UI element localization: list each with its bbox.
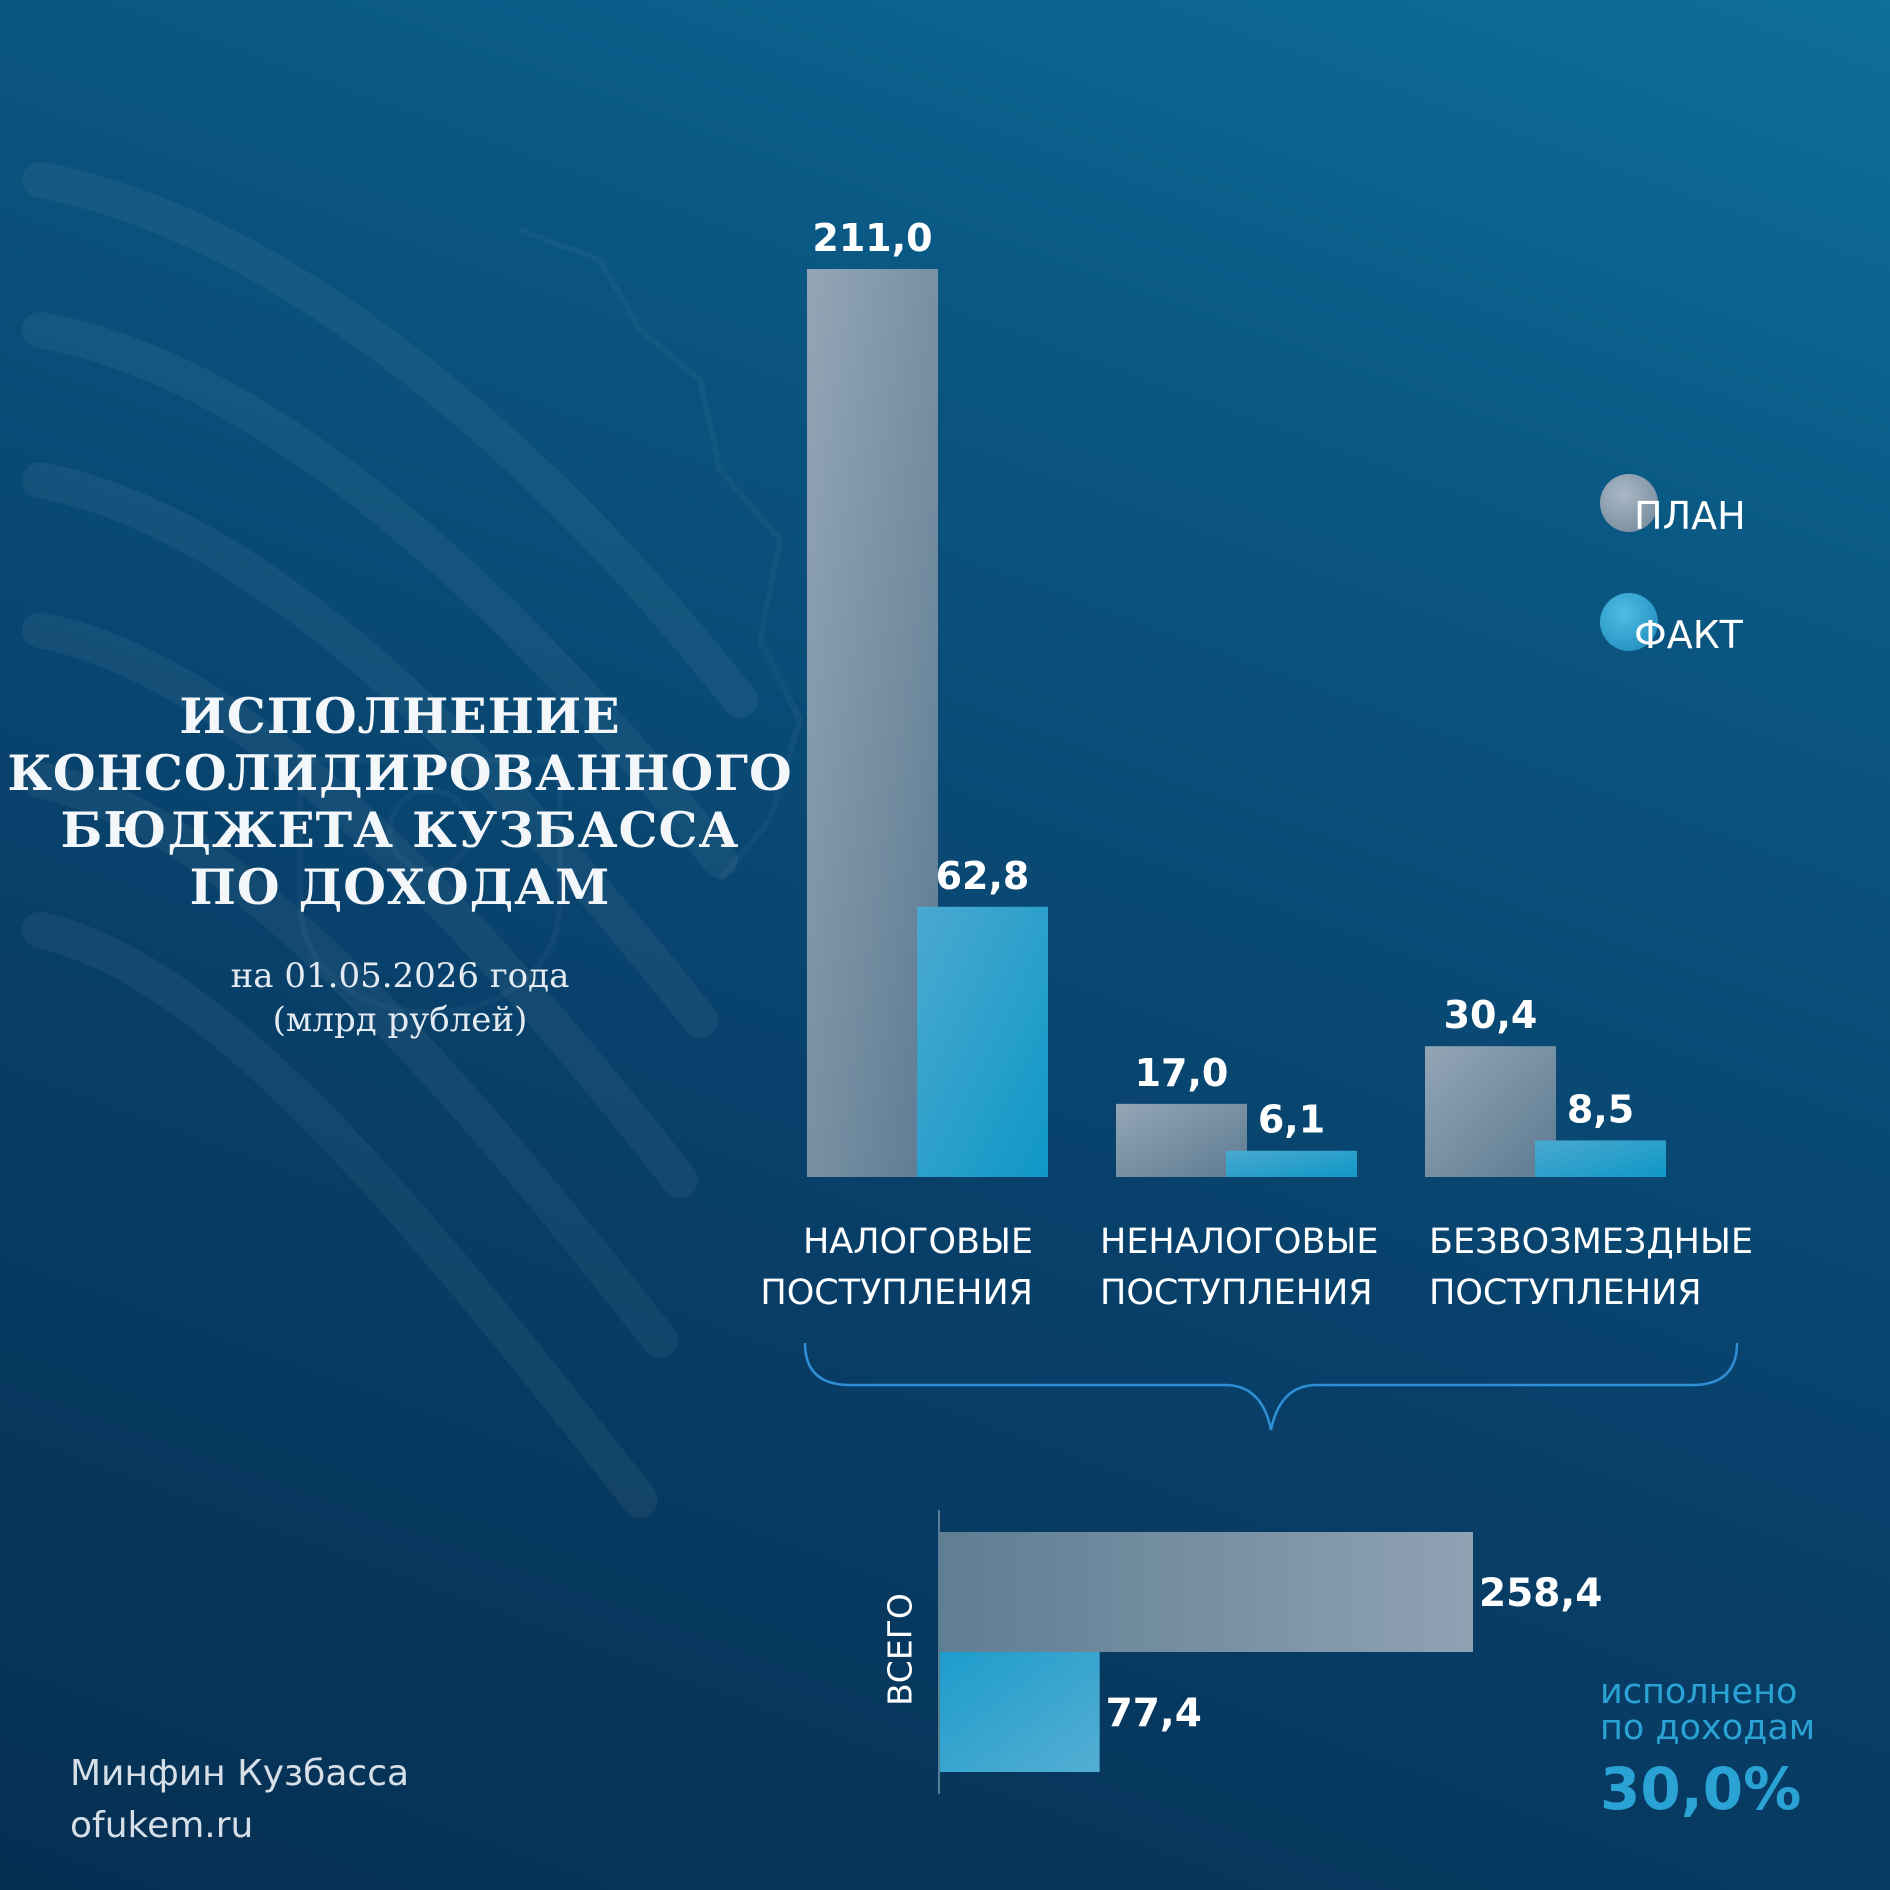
bar-plan-2	[1425, 1046, 1556, 1177]
summary-percent: 30,0%	[1600, 1755, 1802, 1823]
legend-swatch-plan	[1600, 474, 1658, 532]
legend-label-fact: ФАКТ	[1634, 613, 1743, 657]
category-label-gratuitous: БЕЗВОЗМЕЗДНЫЕ ПОСТУПЛЕНИЯ	[1429, 1217, 1753, 1319]
value-label-plan-0: 211,0	[812, 216, 932, 260]
legend-label-plan: ПЛАН	[1634, 494, 1746, 538]
bar-fact-0	[917, 906, 1048, 1177]
value-label-fact-2: 8,5	[1567, 1087, 1634, 1131]
category-label-nontax: НЕНАЛОГОВЫЕ ПОСТУПЛЕНИЯ	[1100, 1217, 1378, 1319]
summary-line-1: исполнено	[1600, 1672, 1798, 1712]
category-label-tax-line-1: НАЛОГОВЫЕ	[802, 1222, 1033, 1262]
page-title-line-1: ИСПОЛНЕНИЕ	[179, 687, 621, 745]
category-label-nontax-line-1: НЕНАЛОГОВЫЕ	[1100, 1222, 1379, 1262]
category-label-gratuitous-line-1: БЕЗВОЗМЕЗДНЫЕ	[1429, 1222, 1753, 1262]
value-label-plan-1: 17,0	[1135, 1051, 1229, 1095]
footer-org: Минфин Кузбасса	[70, 1753, 410, 1794]
title-block: ИСПОЛНЕНИЕ КОНСОЛИДИРОВАННОГО БЮДЖЕТА КУ…	[0, 688, 800, 1042]
total-value-label-fact: 77,4	[1106, 1691, 1202, 1736]
total-bar-fact	[940, 1652, 1100, 1772]
category-label-tax: НАЛОГОВЫЕ ПОСТУПЛЕНИЯ	[760, 1217, 1033, 1319]
kuzbass-emblem-watermark-icon	[22, 162, 758, 1518]
footer-site: ofukem.ru	[70, 1805, 254, 1846]
value-label-fact-1: 6,1	[1258, 1098, 1325, 1142]
value-label-fact-0: 62,8	[936, 854, 1030, 898]
bar-fact-2	[1535, 1140, 1666, 1177]
page-title-line-2: КОНСОЛИДИРОВАННОГО	[7, 744, 793, 802]
units-label: (млрд рублей)	[272, 1000, 528, 1040]
footer: Минфин Кузбасса ofukem.ru	[70, 1748, 409, 1852]
total-category-label: ВСЕГО	[880, 1593, 920, 1706]
category-label-tax-line-2: ПОСТУПЛЕНИЯ	[760, 1273, 1033, 1313]
bar-plan-0	[807, 269, 938, 1177]
value-label-plan-2: 30,4	[1444, 993, 1538, 1037]
bar-fact-1	[1226, 1150, 1357, 1177]
total-value-label-plan: 258,4	[1479, 1571, 1602, 1616]
legend-swatch-fact	[1600, 593, 1658, 651]
execution-summary: исполнено по доходам 30,0%	[1600, 1674, 1815, 1824]
report-date: на 01.05.2026 года	[230, 956, 570, 996]
page-title-line-4: ПО ДОХОДАМ	[189, 858, 611, 916]
total-bar-plan	[940, 1532, 1473, 1652]
page-title-line-3: БЮДЖЕТА КУЗБАССА	[60, 801, 740, 859]
bar-plan-1	[1116, 1103, 1247, 1177]
category-label-nontax-line-2: ПОСТУПЛЕНИЯ	[1100, 1273, 1373, 1313]
summary-line-2: по доходам	[1600, 1708, 1816, 1748]
category-label-gratuitous-line-2: ПОСТУПЛЕНИЯ	[1429, 1273, 1702, 1313]
